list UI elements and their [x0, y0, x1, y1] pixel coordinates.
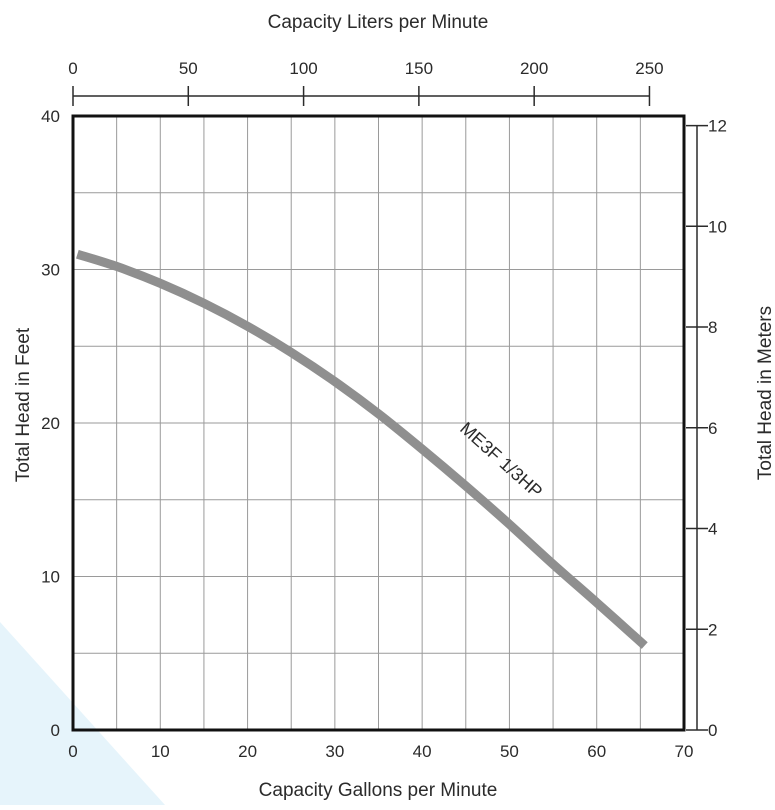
y-tick-label: 40: [41, 107, 60, 126]
axis-labels: Capacity Liters per Minute Capacity Gall…: [13, 12, 775, 801]
y-tick-label: 20: [41, 414, 60, 433]
series-layer: ME3F 1/3HP: [76, 249, 648, 649]
x-tick-label: 30: [325, 742, 344, 761]
axes: 0 10 20 30 40 50 60 70 0 10 20 30 40 0 50 100 150 200 250 0…: [41, 59, 727, 761]
right-tick-label: 6: [708, 419, 717, 438]
x-tick-label: 40: [413, 742, 432, 761]
y-tick-label: 0: [51, 721, 60, 740]
x-tick-label: 50: [500, 742, 519, 761]
x-tick-label: 20: [238, 742, 257, 761]
x-tick-label: 0: [68, 742, 77, 761]
top-axis-title: Capacity Liters per Minute: [268, 12, 489, 33]
right-tick-label: 12: [708, 117, 727, 136]
right-tick-label: 2: [708, 620, 717, 639]
decorative-background-triangle: [0, 622, 165, 805]
top-tick-label: 200: [520, 59, 548, 78]
x-axis-title: Capacity Gallons per Minute: [259, 780, 498, 801]
top-tick-label: 150: [405, 59, 433, 78]
right-tick-label: 4: [708, 520, 717, 539]
x-tick-label: 70: [675, 742, 694, 761]
x-tick-label: 60: [587, 742, 606, 761]
top-tick-label: 0: [68, 59, 77, 78]
right-tick-label: 10: [708, 217, 727, 236]
top-tick-label: 250: [635, 59, 663, 78]
plot-frame: [71, 114, 686, 732]
top-tick-label: 100: [289, 59, 317, 78]
y-tick-label: 30: [41, 261, 60, 280]
right-tick-label: 8: [708, 318, 717, 337]
right-tick-label: 0: [708, 721, 717, 740]
top-tick-label: 50: [179, 59, 198, 78]
right-axis-title: Total Head in Meters: [755, 306, 775, 480]
x-tick-label: 10: [151, 742, 170, 761]
y-tick-label: 10: [41, 568, 60, 587]
series-line: [76, 249, 648, 649]
y-axis-title: Total Head in Feet: [13, 327, 34, 482]
grid: [73, 116, 684, 730]
